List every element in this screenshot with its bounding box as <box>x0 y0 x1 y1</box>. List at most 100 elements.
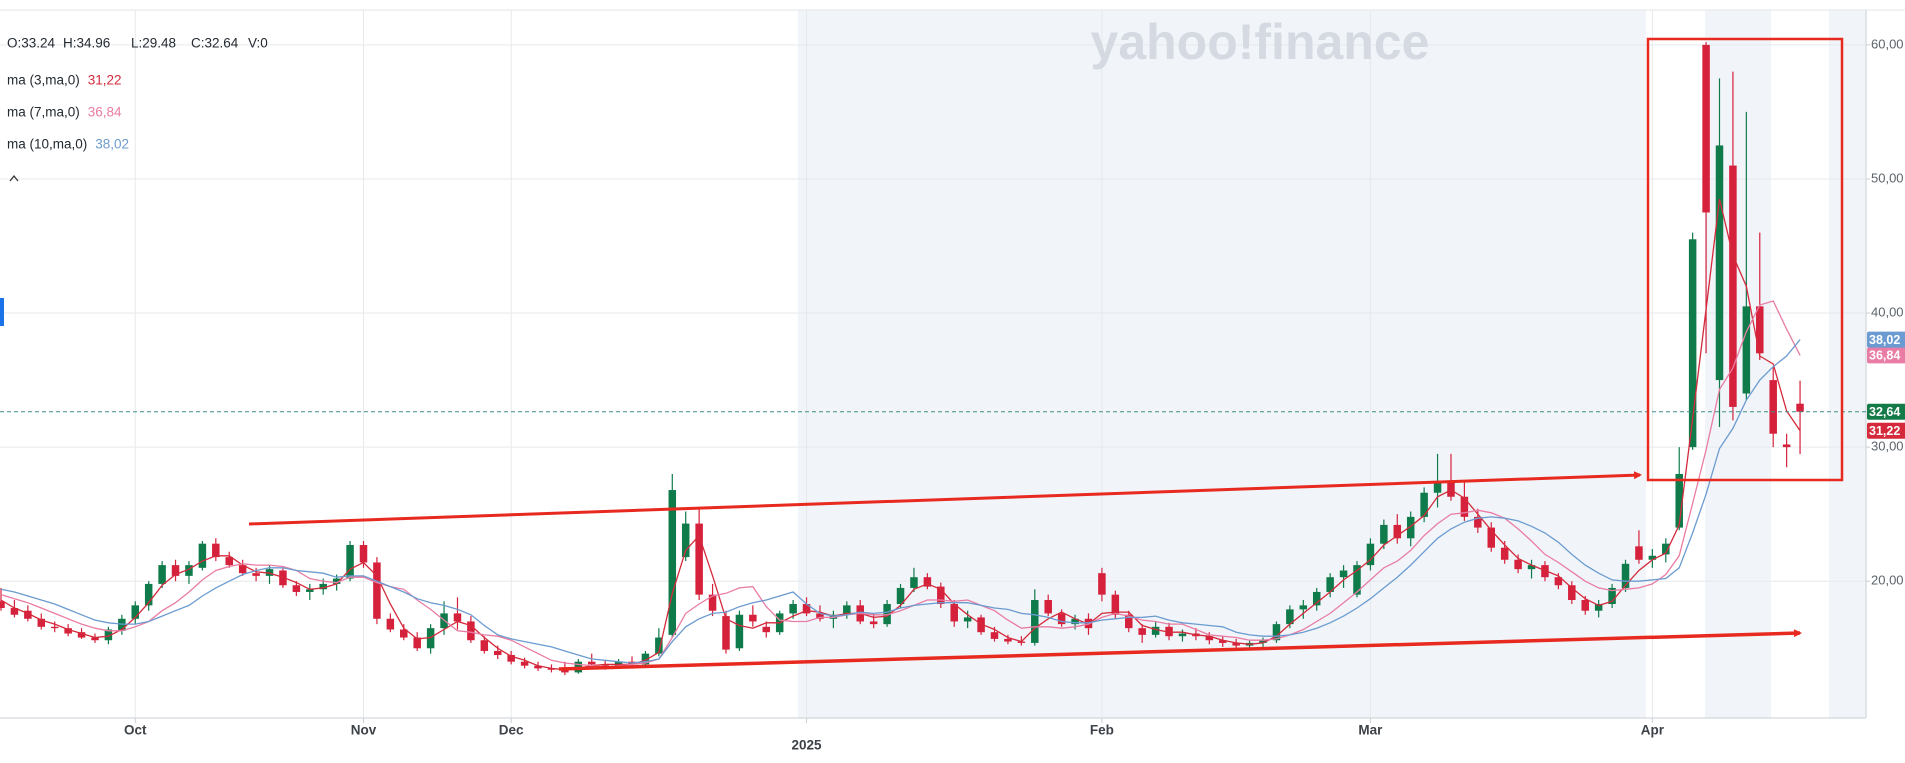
candle-body <box>1635 546 1643 560</box>
session-shade <box>1829 10 1866 718</box>
candle-body <box>386 618 395 630</box>
candle-body <box>1178 633 1187 637</box>
x-tick-label: Feb <box>1090 723 1114 738</box>
candle-body <box>10 608 19 615</box>
candle-body <box>1098 573 1106 595</box>
candle-body <box>1608 587 1616 605</box>
candle-body <box>1769 380 1777 434</box>
price-tag <box>1867 403 1905 420</box>
candle-body <box>1151 626 1160 635</box>
candle-body <box>1380 524 1388 544</box>
candle-body <box>802 604 811 614</box>
side-handle <box>0 298 4 326</box>
labels: 20,00 30,00 40,00 50,00 60,00 Oct Nov Dec 2025 Fe… <box>7 36 1905 753</box>
ohlc-header: O:33.24 <box>7 36 56 51</box>
ohlc-header: L:29.48 <box>131 36 176 51</box>
candle-body <box>64 628 72 634</box>
candle-body <box>869 621 878 625</box>
candle-body <box>1232 642 1240 646</box>
candle-body <box>561 669 569 673</box>
x-tick-label: Nov <box>351 723 377 738</box>
candle-body <box>1581 600 1589 611</box>
candle-body <box>749 614 757 622</box>
candle-body <box>1312 591 1321 606</box>
candle-body <box>400 629 408 638</box>
candle-body <box>212 543 220 558</box>
candle-body <box>708 594 717 611</box>
candle-body <box>1662 543 1670 555</box>
candle-body <box>1675 473 1683 528</box>
candle-body <box>1205 636 1214 641</box>
candle-body <box>1527 565 1536 570</box>
ohlc-header: V:0 <box>248 36 268 51</box>
candle-body <box>480 640 489 651</box>
candle-body <box>977 617 985 633</box>
candle-body <box>1339 570 1348 578</box>
candle-body <box>413 637 421 649</box>
y-tick-label: 60,00 <box>1871 36 1904 51</box>
candle-body <box>346 545 354 579</box>
trend-arrow <box>558 629 1802 671</box>
candle-body <box>1406 516 1415 539</box>
legend-name: ma (10,ma,0) <box>7 137 87 152</box>
candle-body <box>1299 605 1308 610</box>
price-tag <box>1867 422 1905 439</box>
candle-body <box>1433 482 1442 493</box>
candle-body <box>1004 638 1012 642</box>
candle-body <box>1729 165 1737 407</box>
candle-body <box>1621 563 1630 588</box>
y-tick-label: 20,00 <box>1871 573 1904 588</box>
y-tick-label: 50,00 <box>1871 170 1904 185</box>
candle-body <box>1514 559 1522 570</box>
candle-body <box>77 632 86 638</box>
candle-body <box>534 665 542 669</box>
x-tick-label: Apr <box>1641 723 1665 738</box>
candle-body <box>547 668 556 670</box>
x-tick-label: Mar <box>1358 723 1383 738</box>
candle-body <box>587 661 596 665</box>
candle-body <box>668 490 677 635</box>
candle-body <box>131 605 140 619</box>
candle-body <box>695 523 703 595</box>
candle-body <box>1125 614 1133 629</box>
x-tick-label: 2025 <box>792 738 823 753</box>
candle-body <box>883 604 891 625</box>
candle-body <box>373 562 381 619</box>
candle-body <box>1474 516 1482 528</box>
candle-body <box>1326 577 1334 592</box>
candle-body <box>816 613 824 619</box>
candle-body <box>319 583 327 590</box>
candle-body <box>520 661 529 666</box>
candle-body <box>990 632 999 639</box>
candle-body <box>292 585 301 592</box>
candle-body <box>50 626 59 629</box>
candle-body <box>681 523 690 558</box>
candle-body <box>1286 609 1294 625</box>
candle-body <box>494 650 502 655</box>
ma-line <box>0 300 1801 668</box>
candle-body <box>843 605 851 615</box>
candle-body <box>1071 618 1079 625</box>
candle-body <box>896 587 905 605</box>
legend-value: 36,84 <box>88 105 122 120</box>
candle-body <box>1756 306 1764 354</box>
candle-body <box>923 577 932 587</box>
x-tick-label: Oct <box>124 723 147 738</box>
candle-body <box>614 661 623 666</box>
ohlc-header: H:34.96 <box>63 36 110 51</box>
legend-name: ma (3,ma,0) <box>7 73 80 88</box>
legend-value: 38,02 <box>95 137 129 152</box>
candle-body <box>118 618 126 631</box>
ma-line <box>0 339 1801 664</box>
candle-body <box>185 565 193 576</box>
collapse-icon[interactable] <box>9 174 19 182</box>
candle-body <box>1742 306 1751 394</box>
price-tag <box>1867 331 1905 348</box>
candle-body <box>1031 600 1039 643</box>
candle-body <box>963 617 972 622</box>
candle-body <box>1554 577 1563 586</box>
candle-body <box>1366 543 1375 566</box>
price-tag <box>1867 347 1905 364</box>
